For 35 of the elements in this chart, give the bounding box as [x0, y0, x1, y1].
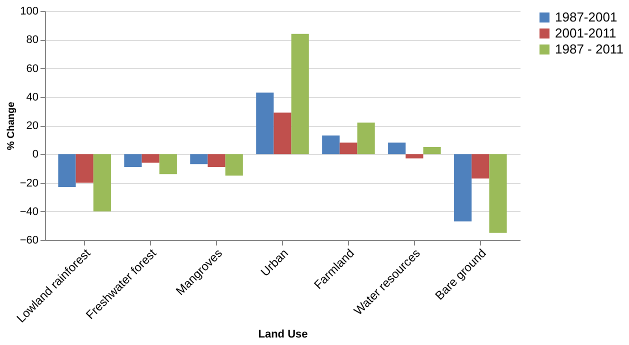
- bar: [58, 154, 76, 188]
- y-tick-label: −40: [20, 206, 38, 218]
- bar: [357, 122, 375, 154]
- y-tick-label: −60: [20, 234, 38, 246]
- y-axis-title: % Change: [6, 101, 17, 150]
- bar: [76, 154, 94, 183]
- y-tick-label: −20: [20, 177, 38, 190]
- y-tick-label: 0: [32, 148, 38, 161]
- bar: [291, 34, 309, 154]
- y-tick-label: 100: [20, 6, 38, 18]
- legend-label: 1987 - 2011: [555, 42, 624, 56]
- bar: [454, 154, 472, 222]
- bar: [274, 112, 292, 154]
- bar: [472, 154, 490, 178]
- bar: [225, 154, 243, 176]
- bar: [124, 154, 142, 168]
- bar: [406, 154, 424, 158]
- x-axis-title: Land Use: [258, 328, 308, 341]
- bar: [322, 136, 340, 154]
- legend-label: 1987-2001: [555, 10, 618, 24]
- bar: [142, 154, 160, 163]
- bar: [93, 154, 111, 212]
- bar: [208, 154, 226, 168]
- bar: [256, 92, 274, 154]
- bar: [159, 154, 177, 174]
- bar: [340, 142, 358, 154]
- bar: [489, 154, 507, 233]
- legend-label: 2001-2011: [555, 26, 616, 40]
- y-tick-label: 80: [26, 34, 38, 46]
- y-tick-label: 40: [26, 91, 38, 104]
- bar: [388, 142, 406, 154]
- bar: [423, 146, 441, 154]
- y-tick-label: 60: [26, 62, 38, 75]
- bar: [190, 154, 208, 164]
- y-tick-label: 20: [26, 120, 38, 132]
